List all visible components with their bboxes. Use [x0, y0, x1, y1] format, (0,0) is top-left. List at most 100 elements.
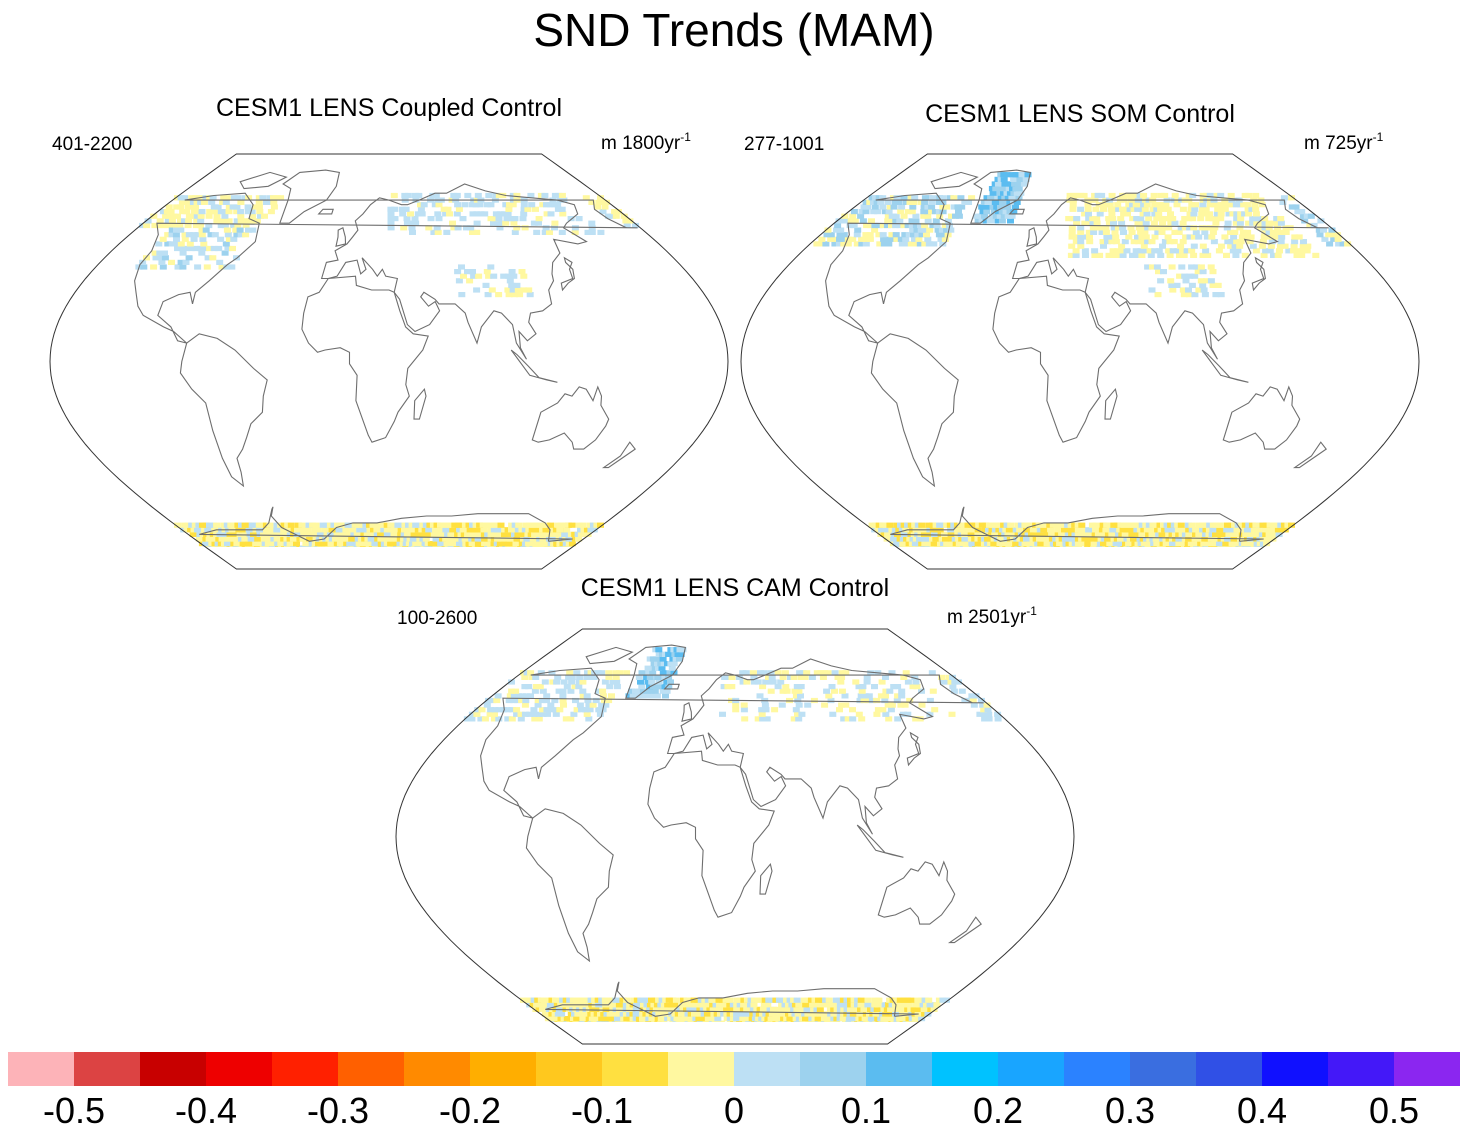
trend-cell — [495, 707, 503, 713]
trend-cell — [598, 1030, 605, 1035]
trend-cell — [1081, 220, 1089, 226]
trend-cell — [328, 555, 335, 560]
trend-cell — [437, 550, 444, 555]
trend-cell — [843, 1030, 850, 1035]
trend-cell — [556, 707, 564, 713]
panel-max-text-som: m 725yr — [1304, 133, 1373, 154]
trend-cell — [234, 195, 242, 201]
trend-cell — [998, 209, 1006, 215]
trend-cell — [156, 250, 164, 256]
trend-cell — [781, 1030, 788, 1035]
trend-cell — [1194, 560, 1201, 565]
trend-cell — [885, 1025, 892, 1030]
trend-cell — [751, 1025, 758, 1030]
trend-cell — [924, 213, 932, 219]
trend-cell — [610, 1025, 617, 1030]
trend-cell — [1188, 264, 1196, 270]
trend-cell — [744, 1035, 751, 1040]
coastline-japan — [1251, 256, 1266, 292]
trend-cell — [1225, 211, 1233, 217]
trend-cell — [767, 1030, 774, 1035]
trend-cell — [958, 550, 965, 555]
trend-cell — [260, 560, 267, 565]
coastline-iceland — [317, 208, 334, 215]
trend-cell — [934, 555, 941, 560]
trend-cell — [537, 997, 545, 1003]
trend-cell — [1213, 216, 1221, 222]
trend-cell — [457, 555, 464, 560]
trend-cell — [568, 674, 576, 680]
trend-cell — [959, 560, 966, 565]
trend-cell — [636, 688, 643, 694]
trend-cell — [1062, 560, 1069, 565]
trend-cell — [198, 227, 206, 233]
trend-cell — [920, 555, 927, 560]
trend-cell — [989, 204, 997, 210]
trend-cell — [1110, 550, 1117, 555]
trend-cell — [427, 216, 435, 222]
trend-cell — [1108, 211, 1116, 217]
trend-cell — [663, 1025, 670, 1030]
trend-cell — [620, 1030, 627, 1035]
trend-cell — [957, 195, 965, 201]
trend-cell — [405, 550, 412, 555]
trend-cell — [1028, 522, 1036, 528]
trend-cell — [812, 1002, 820, 1008]
trend-cell — [176, 222, 184, 229]
trend-cell — [469, 211, 477, 217]
trend-cell — [1209, 550, 1216, 555]
trend-cell — [1198, 206, 1206, 212]
trend-cell — [1163, 550, 1170, 555]
trend-cell — [1150, 192, 1158, 199]
trend-cell — [523, 997, 531, 1003]
trend-cell — [722, 1035, 729, 1040]
trend-cell — [390, 522, 398, 528]
trend-cell — [224, 555, 231, 560]
trend-cell — [255, 204, 263, 210]
trend-cell — [1257, 216, 1265, 222]
trend-cell — [858, 241, 866, 247]
trend-cell — [1238, 234, 1246, 240]
trend-cell — [1128, 550, 1135, 555]
trend-cell — [398, 555, 405, 560]
trend-cell — [513, 707, 521, 713]
trend-cell — [1274, 229, 1282, 235]
coastline-greenland — [279, 169, 341, 224]
trend-cell — [815, 1030, 822, 1035]
trend-cell — [1270, 522, 1278, 528]
trend-cell — [1162, 541, 1170, 547]
trend-cell — [1154, 292, 1162, 298]
trend-cell — [1077, 192, 1085, 199]
trend-cell — [937, 560, 944, 565]
trend-cell — [508, 688, 516, 694]
trend-cell — [847, 1002, 855, 1008]
trend-cell — [534, 697, 542, 704]
trend-cell — [1100, 206, 1107, 212]
trend-cell — [193, 199, 201, 205]
trend-cell — [426, 555, 433, 560]
trend-cell — [179, 209, 187, 215]
trend-cell — [892, 218, 900, 224]
trend-cell — [962, 560, 969, 565]
trend-cell — [881, 1020, 889, 1022]
trend-cell — [539, 550, 546, 555]
trend-cell — [850, 222, 858, 229]
trend-cell — [361, 550, 368, 555]
trend-cell — [1243, 202, 1251, 208]
trend-cell — [523, 693, 530, 699]
trend-cell — [867, 222, 875, 229]
trend-cell — [821, 702, 829, 708]
trend-cell — [968, 693, 976, 699]
trend-cell — [465, 560, 472, 565]
trend-cell — [582, 707, 590, 713]
trend-cell — [657, 1025, 664, 1030]
trend-cell — [698, 1025, 705, 1030]
trend-cell — [942, 536, 949, 542]
trend-cell — [862, 209, 870, 215]
trend-cell — [632, 222, 639, 229]
trend-cell — [739, 1016, 747, 1022]
trend-cell — [1086, 560, 1093, 565]
trend-cell — [273, 560, 280, 565]
trend-cell — [1223, 225, 1231, 231]
trend-cell — [673, 1035, 680, 1040]
